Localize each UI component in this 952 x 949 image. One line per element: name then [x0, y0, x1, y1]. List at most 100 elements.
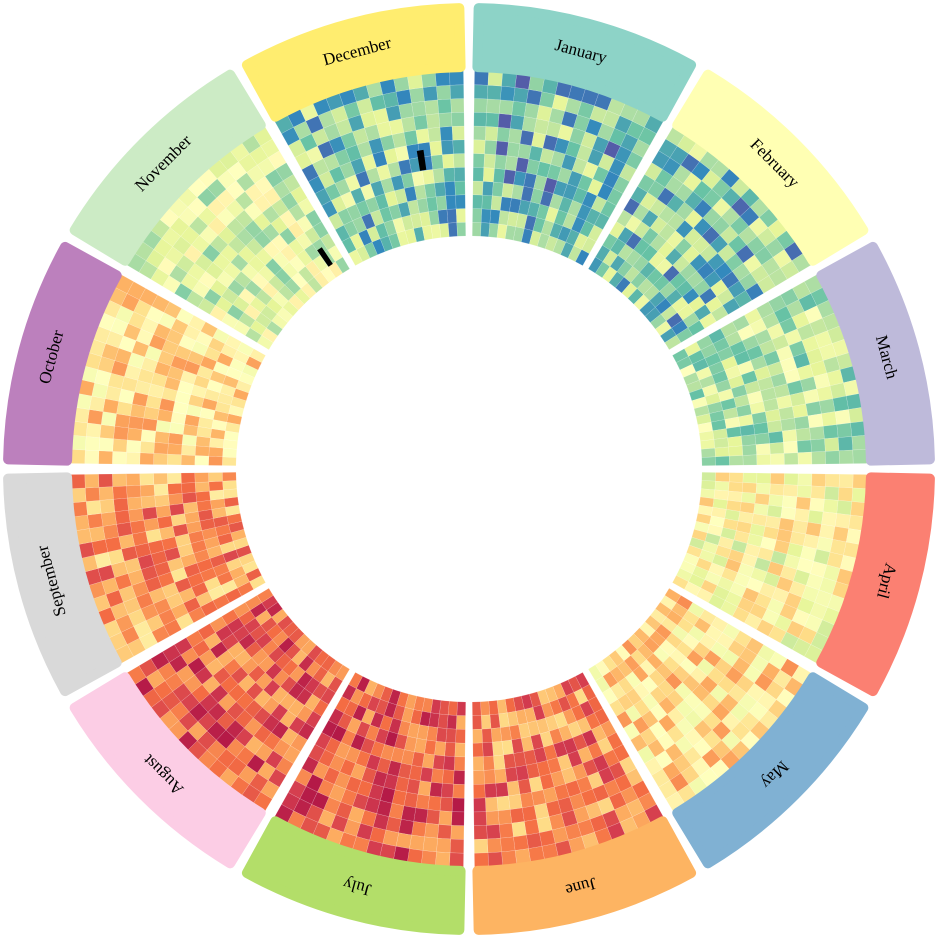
- heat-cell-june-4-12: [483, 755, 495, 771]
- heat-cell-october-3-1: [181, 444, 196, 456]
- heat-cell-october-8-1: [112, 438, 128, 453]
- heat-cell-october-3-0: [180, 454, 196, 466]
- heat-cell-march-9-12: [824, 437, 840, 452]
- month-band-september: [3, 472, 122, 697]
- heat-cell-january-3-0: [472, 180, 484, 196]
- heat-cell-december-9-9: [398, 102, 414, 119]
- heat-cell-july-5-0: [453, 770, 465, 785]
- heat-cell-december-1-10: [428, 210, 440, 226]
- heat-cell-october-0-13: [249, 348, 266, 363]
- heat-cell-april-3-1: [742, 482, 757, 494]
- heat-cell-september-1-12: [208, 480, 224, 492]
- heat-cell-october-7-1: [126, 439, 142, 453]
- heat-cell-november-9-13: [267, 150, 287, 170]
- heat-cell-april-8-1: [810, 485, 826, 500]
- heat-cell-october-6-0: [139, 452, 155, 465]
- heat-cell-january-1-13: [581, 236, 597, 254]
- heat-cell-october-2-1: [194, 445, 210, 457]
- heat-cell-january-0-1: [480, 222, 491, 238]
- heat-cell-march-8-10: [807, 413, 824, 429]
- heat-cell-december-1-11: [437, 209, 449, 225]
- heat-cell-july-7-13: [301, 756, 319, 775]
- heat-cell-january-5-2: [494, 154, 508, 170]
- heat-cell-june-11-13: [474, 852, 489, 868]
- heat-cell-june-1-13: [472, 715, 483, 730]
- month-band-november: [69, 69, 266, 266]
- heat-cell-december-10-11: [422, 85, 438, 102]
- heat-cell-january-10-1: [487, 85, 502, 101]
- heat-cell-september-4-13: [167, 472, 182, 485]
- heat-cell-july-1-0: [455, 715, 466, 730]
- heat-cell-june-3-13: [472, 742, 484, 758]
- heat-cell-november-5-13: [297, 197, 315, 216]
- heat-cell-october-1-1: [208, 446, 224, 458]
- heat-cell-january-8-0: [473, 112, 487, 127]
- heat-cell-august-4-13: [209, 616, 228, 633]
- heat-cell-december-10-13: [449, 84, 465, 100]
- heat-cell-june-9-10: [511, 821, 527, 838]
- heat-cell-september-0-12: [222, 480, 238, 491]
- heat-cell-january-1-0: [472, 208, 483, 223]
- month-band-may: [672, 672, 869, 869]
- heat-cell-june-7-12: [485, 796, 499, 812]
- heat-cell-july-11-1: [435, 851, 451, 867]
- heat-cell-september-3-13: [180, 472, 196, 484]
- heat-cell-june-8-9: [521, 805, 537, 822]
- heat-cell-april-7-13: [756, 619, 775, 637]
- heat-cell-june-9-13: [473, 825, 488, 840]
- heat-cell-april-8-2: [809, 497, 825, 512]
- heat-cell-april-9-1: [824, 486, 840, 501]
- heat-cell-july-1-13: [341, 684, 357, 702]
- heat-cell-april-1-1: [714, 480, 730, 492]
- heat-cell-july-2-1: [445, 728, 457, 744]
- heat-cell-january-7-1: [485, 126, 499, 142]
- heat-cell-april-2-0: [728, 472, 744, 483]
- heat-cell-april-9-3: [821, 511, 838, 527]
- heat-cell-december-0-13: [456, 222, 466, 237]
- heat-cell-february-1-13: [676, 327, 694, 343]
- heat-cell-april-2-13: [696, 587, 714, 604]
- heat-cell-june-8-10: [509, 807, 525, 824]
- heat-cell-may-3-13: [609, 699, 626, 717]
- heat-cell-september-11-12: [71, 487, 87, 503]
- heat-cell-october-3-13: [212, 328, 230, 345]
- heat-cell-march-0-13: [701, 456, 716, 466]
- heat-cell-june-10-13: [473, 838, 489, 854]
- heat-cell-august-10-13: [138, 658, 158, 678]
- heat-cell-june-8-11: [497, 809, 512, 825]
- heat-cell-october-1-0: [208, 455, 223, 466]
- heat-cell-december-11-12: [435, 71, 451, 87]
- heat-cell-september-0-11: [222, 488, 238, 499]
- heat-cell-july-0-1: [447, 700, 458, 716]
- heat-cell-january-2-1: [481, 194, 493, 210]
- heat-cell-june-5-13: [473, 770, 485, 785]
- heat-cell-march-10-11: [836, 422, 853, 438]
- heat-cell-april-5-1: [769, 483, 785, 496]
- heat-cell-january-6-0: [473, 139, 486, 155]
- heat-cell-march-4-13: [756, 453, 771, 466]
- heat-cell-august-2-13: [233, 602, 251, 618]
- heat-cell-december-4-13: [453, 167, 466, 182]
- month-labels: JanuaryFebruaryMarchAprilMayJuneJulyAugu…: [32, 33, 901, 900]
- heat-cell-june-3-11: [492, 741, 504, 757]
- heat-cell-may-9-13: [651, 768, 671, 788]
- heat-cell-october-4-1: [167, 443, 183, 455]
- heat-cell-april-11-1: [851, 487, 867, 503]
- heat-cell-march-8-9: [805, 401, 822, 417]
- heat-cell-february-9-13: [768, 267, 788, 287]
- heat-cell-december-2-12: [445, 194, 457, 210]
- heat-cell-march-2-10: [726, 426, 742, 438]
- heat-cell-september-1-13: [208, 472, 223, 483]
- heat-cell-august-9-13: [150, 651, 170, 671]
- heat-cell-september-6-12: [139, 484, 155, 498]
- heat-cell-september-9-12: [98, 486, 114, 501]
- heat-cell-june-11-11: [501, 850, 517, 866]
- heat-cell-september-8-9: [116, 521, 133, 537]
- heat-cell-october-11-1: [71, 435, 87, 451]
- heat-cell-march-2-11: [727, 435, 743, 448]
- heat-cell-november-0-13: [334, 256, 350, 274]
- heat-cell-april-4-13: [720, 600, 738, 617]
- heat-cell-september-11-13: [70, 474, 86, 489]
- heat-cell-july-4-0: [453, 756, 466, 771]
- heat-cell-october-10-0: [84, 449, 100, 465]
